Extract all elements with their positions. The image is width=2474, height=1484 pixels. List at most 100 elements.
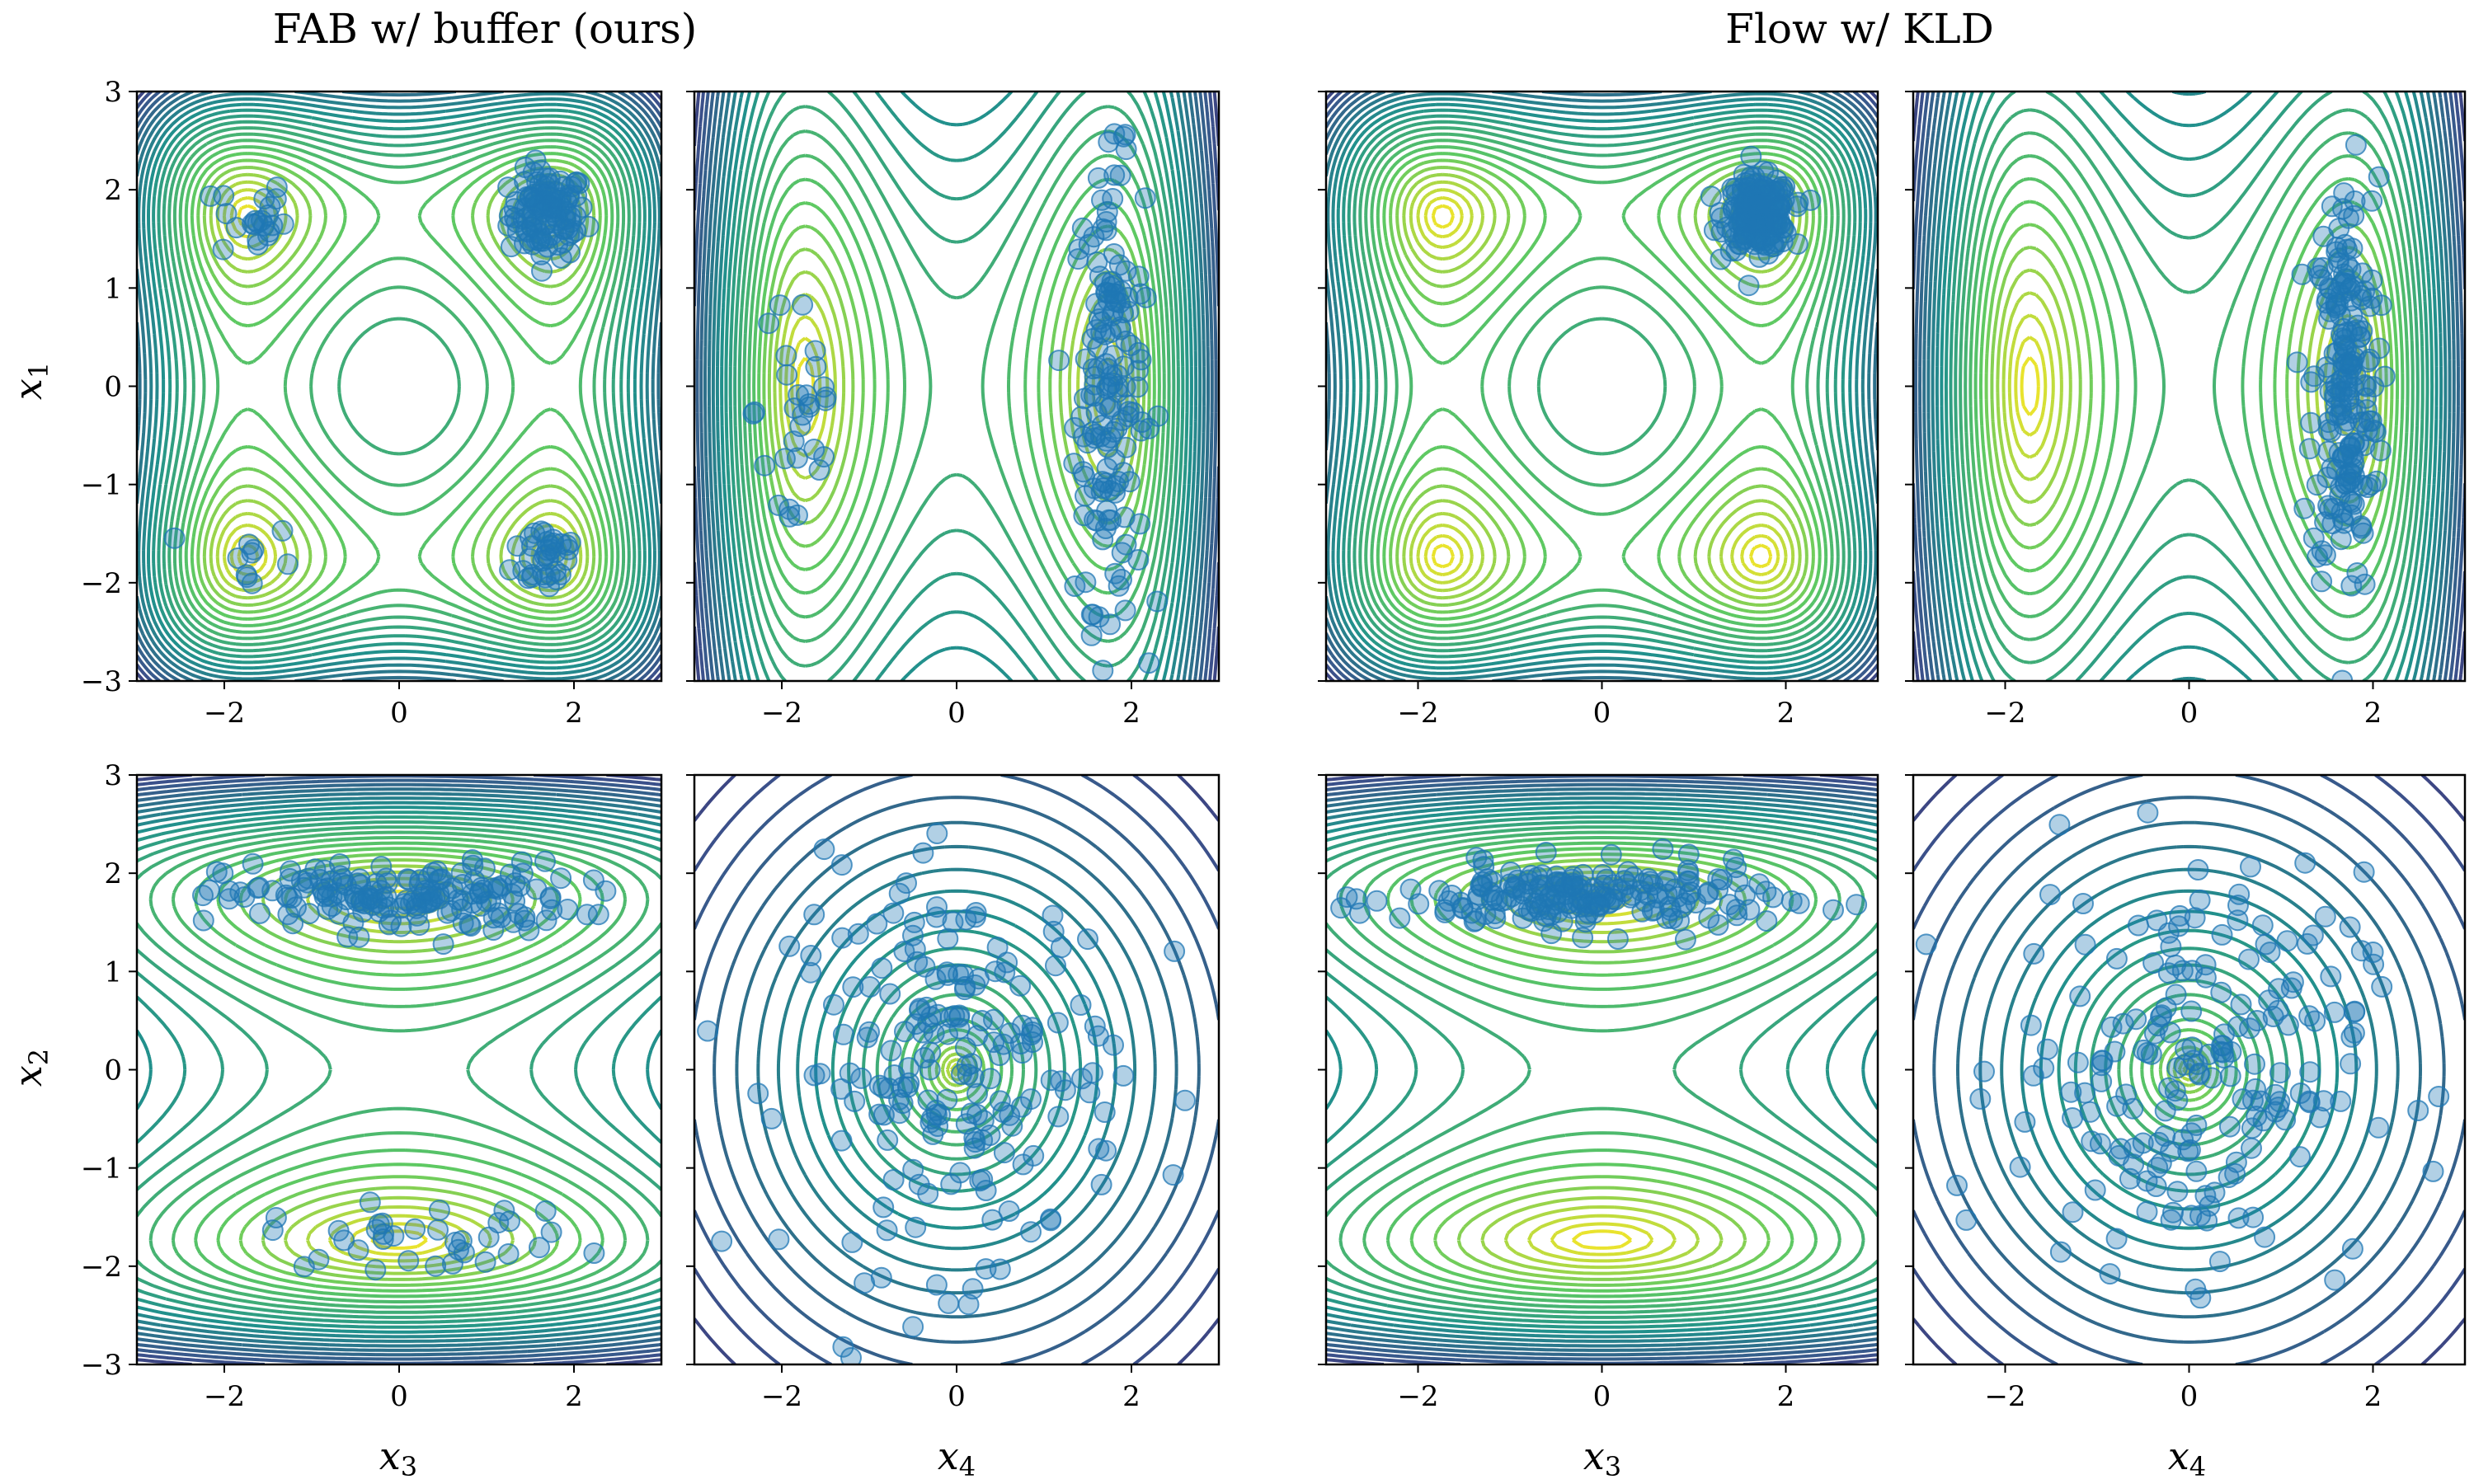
- scatter-point: [1096, 200, 1118, 223]
- scatter-point: [1099, 613, 1122, 636]
- scatter-point: [905, 1216, 927, 1238]
- scatter-point: [2079, 1101, 2101, 1123]
- scatter-point: [2254, 1226, 2276, 1248]
- scatter-point: [792, 294, 814, 316]
- scatter-point: [2317, 495, 2340, 517]
- scatter-point: [2286, 351, 2308, 373]
- scatter-point: [938, 1292, 960, 1314]
- scatter-point: [2180, 1000, 2203, 1022]
- scatter-point: [1652, 838, 1674, 860]
- scatter-point: [1070, 406, 1093, 428]
- scatter-point: [2218, 1115, 2241, 1138]
- scatter-point: [1064, 416, 1086, 439]
- scatter-point: [769, 294, 791, 317]
- scatter-point: [1174, 1089, 1196, 1111]
- scatter-point: [768, 494, 790, 516]
- scatter-point: [872, 1196, 895, 1219]
- scatter-point: [1600, 843, 1622, 866]
- scatter-point: [2194, 954, 2217, 976]
- contour-level: [167, 126, 631, 646]
- scatter-point: [1473, 856, 1495, 878]
- scatter-point: [2324, 383, 2346, 406]
- scatter-point: [2368, 166, 2390, 188]
- scatter-point: [1389, 907, 1411, 929]
- contour-level: [162, 120, 637, 653]
- scatter-point: [920, 1041, 942, 1064]
- scatter-point: [1050, 937, 1072, 959]
- scatter-point: [2302, 924, 2324, 946]
- scatter-point: [1127, 265, 1150, 288]
- scatter-point: [2361, 190, 2383, 212]
- scatter-point: [2341, 305, 2363, 327]
- scatter-point: [539, 888, 562, 910]
- contour-level: [1376, 145, 1828, 627]
- contour-level: [711, 92, 1202, 681]
- contour-level: [1503, 870, 1700, 1270]
- scatter-point: [587, 904, 609, 926]
- contour-level: [695, 92, 1218, 681]
- scatter-point: [847, 923, 869, 945]
- contour-level: [1913, 775, 2465, 1364]
- scatter-point: [1108, 575, 1130, 597]
- scatter-point: [2300, 411, 2322, 434]
- contour-level: [1935, 92, 2443, 681]
- scatter-point: [2307, 546, 2329, 568]
- scatter-point: [936, 1088, 958, 1111]
- scatter-point: [1399, 878, 1422, 900]
- scatter-point: [2276, 930, 2298, 952]
- scatter-point: [215, 203, 238, 225]
- scatter-point: [390, 915, 412, 937]
- scatter-point: [557, 899, 579, 920]
- scatter-point: [1103, 420, 1125, 443]
- scatter-point: [347, 1239, 369, 1261]
- scatter-point: [937, 964, 958, 986]
- x-tick-label: 0: [948, 1380, 966, 1413]
- contour-level: [694, 775, 1219, 1364]
- contour-level: [1978, 200, 2400, 573]
- scatter-point: [1138, 652, 1160, 674]
- scatter-point: [1068, 238, 1090, 261]
- scatter-point: [370, 856, 393, 878]
- scatter-point: [556, 549, 578, 571]
- scatter-point: [2337, 471, 2359, 493]
- scatter-point: [871, 957, 893, 979]
- scatter-point: [2137, 801, 2159, 824]
- scatter-point: [789, 416, 811, 438]
- scatter-point: [277, 553, 299, 575]
- scatter-point: [275, 884, 297, 906]
- scatter-point: [776, 364, 798, 386]
- scatter-point: [1348, 902, 1371, 924]
- scatter-point: [1946, 1174, 1968, 1196]
- scatter-point: [2219, 1065, 2241, 1087]
- scatter-point: [261, 880, 284, 902]
- contour-level: [940, 1052, 973, 1087]
- scatter-point: [524, 522, 546, 544]
- contour-level: [1342, 108, 1862, 665]
- scatter-point: [397, 1250, 420, 1272]
- scatter-point: [1727, 871, 1749, 893]
- scatter-point: [233, 886, 256, 908]
- scatter-point: [2428, 1086, 2450, 1107]
- contour-level: [735, 820, 1178, 1319]
- contour-level: [137, 791, 661, 1348]
- scatter-point: [2157, 962, 2180, 984]
- scatter-point: [562, 222, 584, 244]
- scatter-point: [2188, 1064, 2210, 1086]
- contour-level: [733, 92, 1180, 681]
- scatter-point: [539, 173, 561, 195]
- scatter-point: [912, 842, 934, 864]
- scatter-point: [241, 572, 263, 594]
- contour-level: [1326, 825, 1878, 1314]
- scatter-point: [1103, 164, 1126, 186]
- scatter-point: [902, 1316, 924, 1338]
- contour-level: [728, 92, 1185, 681]
- contour-level: [137, 92, 661, 681]
- scatter-point: [957, 1064, 979, 1086]
- scatter-point: [2314, 905, 2336, 928]
- contour-level: [196, 158, 602, 614]
- scatter-point: [2241, 1137, 2262, 1159]
- scatter-point: [163, 527, 186, 549]
- scatter-point: [2303, 365, 2326, 387]
- scatter-point: [1520, 865, 1542, 886]
- scatter-point: [1102, 188, 1124, 209]
